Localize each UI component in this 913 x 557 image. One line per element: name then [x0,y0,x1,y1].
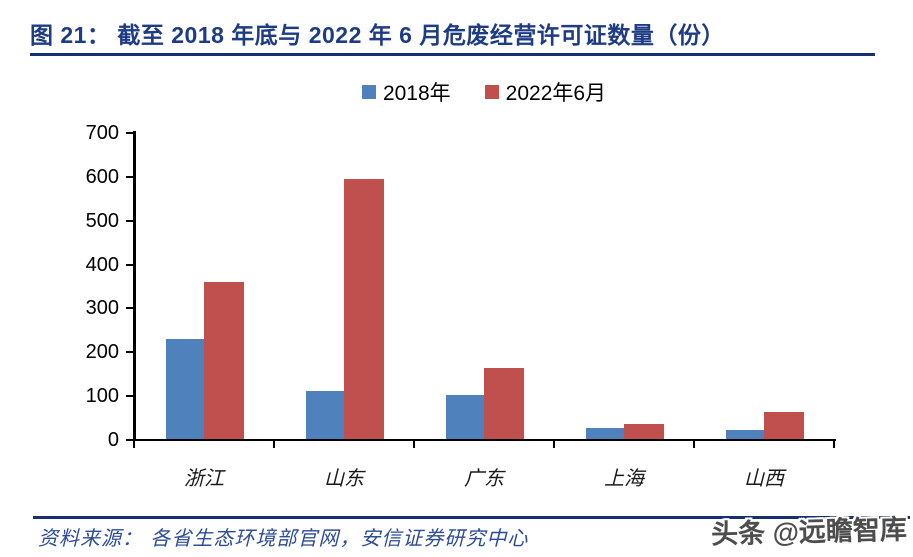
bar-2018年-山西 [726,430,764,439]
bar-2022年6月-山东 [344,178,384,439]
y-axis-tick [126,175,134,178]
y-axis-tick-label: 300 [85,297,119,320]
y-axis-tick-label: 600 [85,165,119,188]
y-axis-tick [126,132,134,134]
y-axis-tick [126,439,134,441]
x-axis-category-label: 广东 [464,466,504,490]
y-axis-tick-label: 700 [85,122,119,144]
y-axis-tick [126,307,134,310]
legend-item-2022-06: 2022年6月 [484,77,607,107]
x-axis-category-label: 山东 [324,466,364,490]
x-axis-tick [413,440,415,448]
bar-2022年6月-广东 [484,368,524,439]
figure-title: 图 21： 截至 2018 年底与 2022 年 6 月危废经营许可证数量（份） [30,22,725,48]
y-axis-tick [126,219,134,222]
title-divider [30,53,875,56]
legend-swatch-2018-icon [361,85,376,99]
bar-2018年-浙江 [166,339,204,439]
watermark: 头条 @远瞻智库 [710,514,908,550]
bar-2022年6月-上海 [624,423,664,439]
y-axis-tick-label: 0 [107,429,119,451]
y-axis-tick-label: 200 [85,341,119,364]
bar-2022年6月-山西 [764,411,804,439]
x-axis-category-label: 山西 [744,466,784,490]
legend-swatch-2022-06-icon [484,85,499,99]
bar-2022年6月-浙江 [204,281,244,439]
chart-legend: 2018年 2022年6月 [134,79,834,105]
legend-item-2018: 2018年 [361,77,451,107]
x-axis-tick [273,440,275,448]
x-axis-tick [833,440,835,448]
bar-2018年-广东 [446,394,484,439]
source-note: 资料来源： 各省生态环境部官网，安信证券研究中心 [38,526,529,550]
x-axis-line [131,438,836,441]
bar-2018年-上海 [586,428,624,439]
y-axis-line [133,131,136,440]
x-axis-tick [553,440,555,448]
y-axis-tick [126,263,134,266]
x-axis-category-label: 上海 [604,466,644,490]
legend-label-2022-06: 2022年6月 [505,82,607,105]
x-axis-tick [693,440,695,448]
footer-divider [33,516,910,519]
y-axis-tick-label: 100 [85,385,119,408]
y-axis-tick [126,351,134,354]
y-axis-tick [126,395,134,398]
bar-2018年-山东 [306,390,344,439]
x-axis-category-label: 浙江 [184,466,224,490]
legend-label-2018: 2018年 [382,82,451,105]
x-axis-tick [133,440,135,448]
y-axis-tick-label: 400 [85,253,119,276]
y-axis-tick-label: 500 [85,209,119,232]
